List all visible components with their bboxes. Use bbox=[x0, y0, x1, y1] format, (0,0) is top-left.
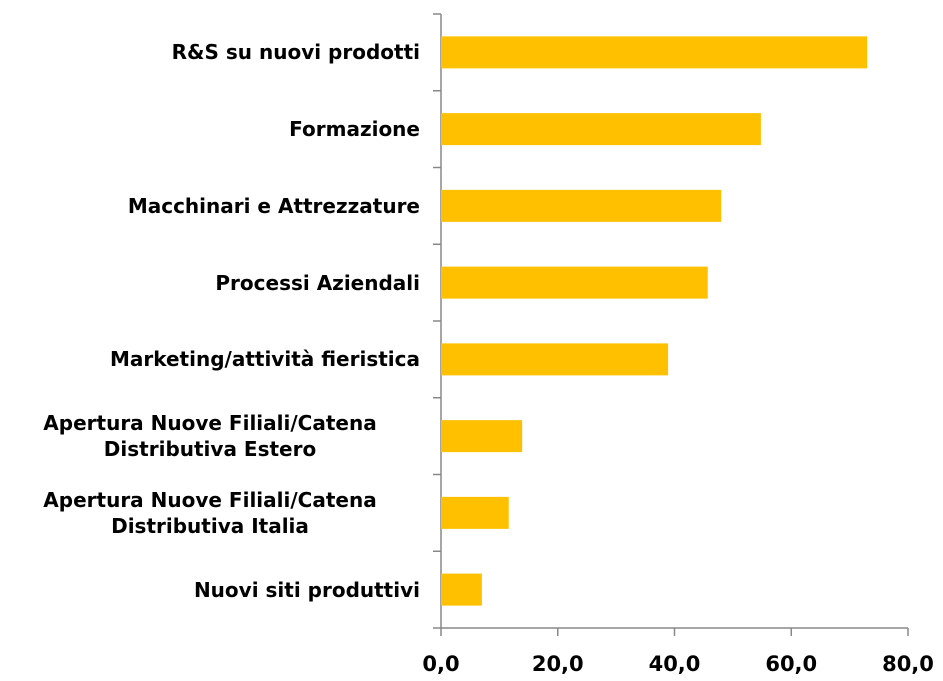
x-tick-label: 60,0 bbox=[765, 652, 817, 676]
bar bbox=[441, 113, 761, 146]
bar bbox=[441, 420, 523, 453]
category-label-box: Marketing/attività fieristica bbox=[0, 321, 420, 398]
category-label-box: Formazione bbox=[0, 91, 420, 168]
x-tick-label: 40,0 bbox=[649, 652, 701, 676]
category-label-box: Macchinari e Attrezzature bbox=[0, 168, 420, 245]
y-tick-label: Formazione bbox=[289, 117, 420, 142]
y-tick-label: R&S su nuovi prodotti bbox=[171, 40, 420, 65]
y-tick-label: Apertura Nuove Filiali/Catena Distributi… bbox=[43, 411, 377, 462]
category-label-box: Apertura Nuove Filiali/Catena Distributi… bbox=[0, 398, 420, 475]
x-tick-label: 80,0 bbox=[882, 652, 934, 676]
bar bbox=[441, 573, 482, 606]
x-tick-label: 20,0 bbox=[532, 652, 584, 676]
bar bbox=[441, 343, 669, 376]
category-label-box: Processi Aziendali bbox=[0, 244, 420, 321]
category-label-box: Apertura Nuove Filiali/Catena Distributi… bbox=[0, 475, 420, 552]
y-tick-label: Apertura Nuove Filiali/Catena Distributi… bbox=[43, 487, 377, 538]
bar bbox=[441, 496, 509, 529]
y-tick-label: Marketing/attività fieristica bbox=[109, 347, 420, 372]
y-tick-label: Nuovi siti produttivi bbox=[193, 577, 420, 602]
y-tick-label: Processi Aziendali bbox=[215, 270, 420, 295]
bar bbox=[441, 36, 868, 69]
category-label-box: R&S su nuovi prodotti bbox=[0, 14, 420, 91]
bar bbox=[441, 189, 722, 222]
x-tick-label: 0,0 bbox=[422, 652, 459, 676]
y-tick-label: Macchinari e Attrezzature bbox=[127, 193, 420, 218]
category-label-box: Nuovi siti produttivi bbox=[0, 551, 420, 628]
bar bbox=[441, 266, 708, 299]
